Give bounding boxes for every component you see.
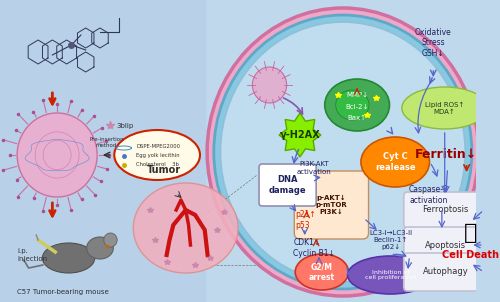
Polygon shape <box>279 113 321 157</box>
Text: Cholesterol    3b: Cholesterol 3b <box>136 162 179 168</box>
Text: Apoptosis: Apoptosis <box>425 240 466 249</box>
Text: Ferroptosis: Ferroptosis <box>422 205 469 214</box>
Text: Cell Death: Cell Death <box>442 250 499 260</box>
Ellipse shape <box>42 243 95 273</box>
Text: 💀: 💀 <box>464 223 477 243</box>
FancyBboxPatch shape <box>294 171 368 239</box>
Ellipse shape <box>114 130 200 180</box>
Text: Autophagy: Autophagy <box>423 268 469 277</box>
Text: i.p.
injection: i.p. injection <box>17 249 48 262</box>
Text: Lipid ROS↑
MDA↑: Lipid ROS↑ MDA↑ <box>425 101 465 114</box>
Text: Tumor: Tumor <box>146 165 181 175</box>
Text: PI3K-AKT
activation: PI3K-AKT activation <box>297 162 332 175</box>
Text: Oxidative
Stress
GSH↓: Oxidative Stress GSH↓ <box>415 28 452 58</box>
FancyBboxPatch shape <box>404 192 487 228</box>
Ellipse shape <box>214 15 472 289</box>
FancyBboxPatch shape <box>404 227 487 263</box>
Text: Caspase-3
activation: Caspase-3 activation <box>408 185 449 205</box>
Ellipse shape <box>348 256 434 294</box>
Ellipse shape <box>402 87 488 129</box>
Text: CDK1↓
Cyclin B1↓: CDK1↓ Cyclin B1↓ <box>294 238 335 258</box>
Text: Inhibition of
cell proliferation: Inhibition of cell proliferation <box>365 270 416 280</box>
Bar <box>0 0 204 302</box>
Text: LC3-I→LC3-II
Beclin-1↑
p62↓: LC3-I→LC3-II Beclin-1↑ p62↓ <box>369 230 412 250</box>
Text: Bcl-2↓: Bcl-2↓ <box>346 104 369 110</box>
Ellipse shape <box>361 137 430 187</box>
Text: G2/M
arrest: G2/M arrest <box>309 262 335 282</box>
Text: Cyt C
realease: Cyt C realease <box>375 152 416 172</box>
Text: MMP↓: MMP↓ <box>346 92 368 98</box>
Text: Ferritin↓: Ferritin↓ <box>414 149 477 162</box>
Text: 3blip: 3blip <box>116 123 134 129</box>
Ellipse shape <box>324 79 390 131</box>
Circle shape <box>252 67 286 103</box>
Ellipse shape <box>207 8 478 296</box>
Text: DSPE-MPEG2000: DSPE-MPEG2000 <box>136 144 180 149</box>
Ellipse shape <box>86 237 114 259</box>
Text: Egg yolk lecithin: Egg yolk lecithin <box>136 153 180 159</box>
Circle shape <box>104 233 117 247</box>
Ellipse shape <box>336 90 369 120</box>
Ellipse shape <box>295 254 348 290</box>
Ellipse shape <box>134 183 238 273</box>
Text: p21↑
p53: p21↑ p53 <box>295 210 316 230</box>
Circle shape <box>17 113 97 197</box>
Text: DNA
damage: DNA damage <box>269 175 306 195</box>
Text: Pre-insertion
method: Pre-insertion method <box>90 137 124 148</box>
Text: Bax↑: Bax↑ <box>348 115 366 121</box>
Ellipse shape <box>220 22 465 282</box>
Text: C57 Tumor-bearing mouse: C57 Tumor-bearing mouse <box>17 289 109 295</box>
FancyBboxPatch shape <box>404 253 487 291</box>
FancyBboxPatch shape <box>259 164 316 206</box>
Text: p-AKT↓
p-mTOR
PI3K↓: p-AKT↓ p-mTOR PI3K↓ <box>316 195 348 215</box>
Text: γ-H2AX: γ-H2AX <box>280 130 320 140</box>
